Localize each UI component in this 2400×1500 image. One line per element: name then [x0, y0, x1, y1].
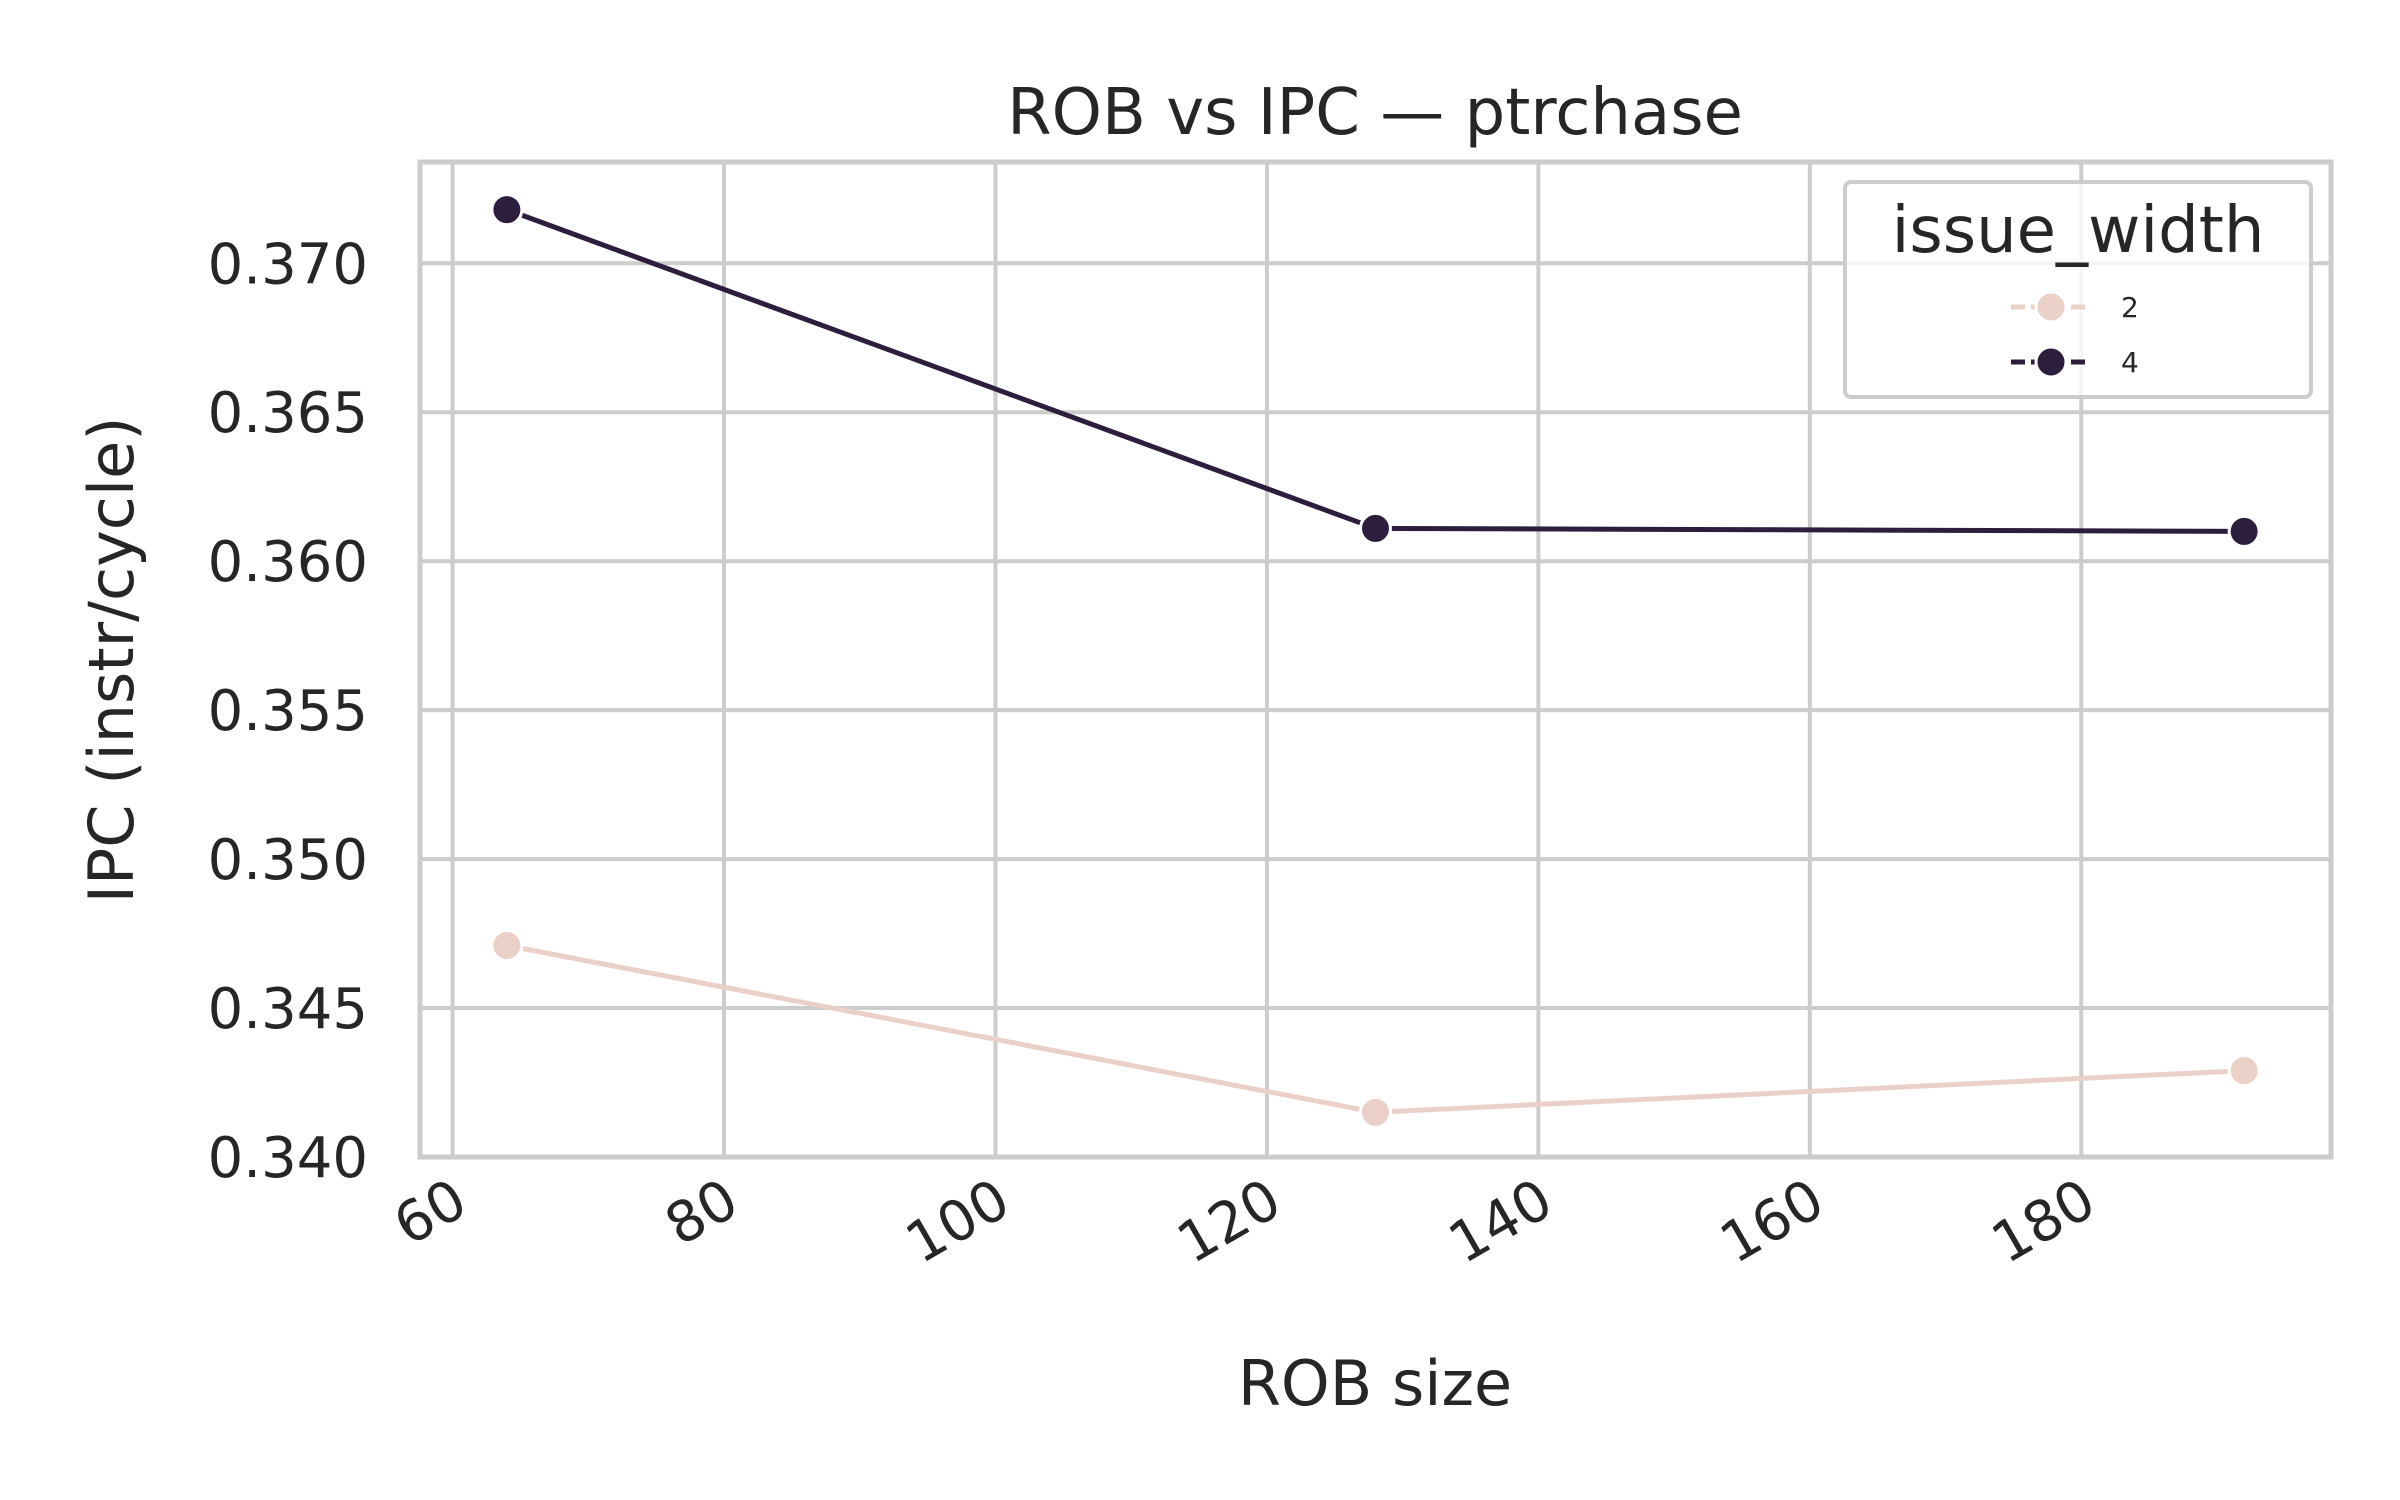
x-axis-label: ROB size — [1238, 1347, 1512, 1420]
legend-label-2: 2 — [2121, 291, 2139, 324]
legend-frame — [1843, 180, 2313, 399]
y-axis-label: IPC (instr/cycle) — [75, 417, 148, 904]
legend: issue_width 24 — [1843, 180, 2313, 399]
legend-marker-4 — [2034, 345, 2068, 379]
y-tick-label: 0.340 — [208, 1126, 368, 1191]
legend-marker-2 — [2034, 290, 2068, 324]
y-tick-label: 0.370 — [208, 232, 368, 297]
y-tick-label: 0.365 — [208, 381, 368, 446]
series-2-point — [1359, 1095, 1392, 1129]
legend-label-4: 4 — [2121, 346, 2139, 379]
y-tick-labels: 0.340 0.345 0.350 0.355 0.360 0.365 0.370 — [208, 232, 368, 1191]
series-layer — [490, 193, 2261, 1129]
plot-frame — [417, 159, 2334, 1160]
series-2-point — [490, 928, 524, 962]
y-tick-label: 0.355 — [208, 679, 368, 744]
legend-title: issue_width — [1892, 194, 2265, 268]
y-tick-label: 0.350 — [208, 828, 368, 893]
y-tick-label: 0.360 — [208, 530, 368, 595]
y-tick-label: 0.345 — [208, 977, 368, 1042]
legend-entries: 24 — [2011, 290, 2139, 379]
series-4-point — [490, 193, 524, 227]
series-4-point — [2227, 514, 2261, 548]
chart-title: ROB vs IPC — ptrchase — [1007, 76, 1743, 150]
series-4-point — [1359, 511, 1392, 545]
series-2-point — [2227, 1054, 2261, 1088]
